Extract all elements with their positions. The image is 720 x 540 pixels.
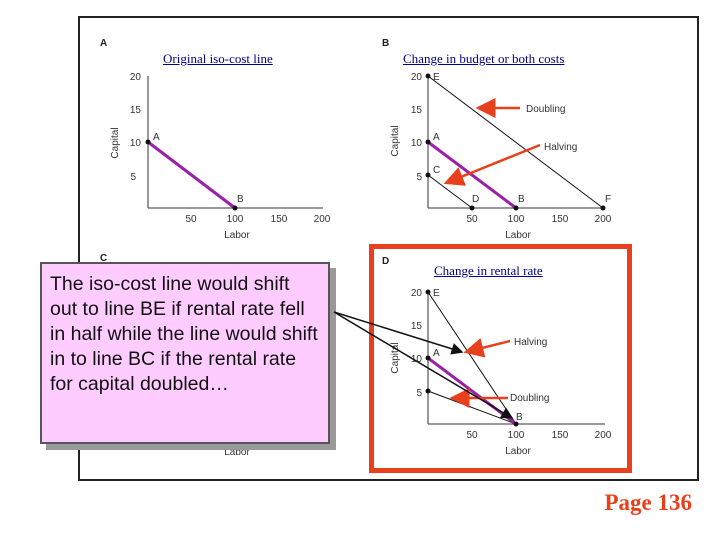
pointer-arrow-to-be	[333, 311, 464, 355]
panel-d-point-e	[425, 289, 431, 295]
panel-d-point-a	[425, 355, 431, 361]
panel-b-xtick-100: 100	[508, 214, 525, 225]
panel-b-ytick-15: 15	[411, 105, 423, 116]
panel-b-point-b	[513, 205, 519, 211]
panel-d-halving-arrow	[463, 338, 511, 358]
panel-a-xtick-50: 50	[185, 214, 197, 225]
panel-b-line-ef	[427, 75, 604, 209]
panel-b-point-f	[600, 205, 606, 211]
panel-d-point-c	[425, 388, 431, 394]
panel-a-ylabel: Capital	[110, 127, 121, 158]
panel-a-ytick-20: 20	[130, 72, 142, 83]
panel-b-isocost-line	[427, 140, 517, 210]
panel-a-xlabel: Labor	[224, 230, 250, 241]
panel-d-label-a: A	[433, 348, 440, 359]
panel-a-isocost-line	[147, 140, 236, 210]
panel-d-label-e: E	[433, 288, 440, 299]
panel-b-halving-label: Halving	[544, 142, 577, 153]
panel-a-point-a	[145, 139, 151, 145]
panel-b-label-c: C	[433, 165, 440, 176]
panel-d-ytick-5: 5	[416, 388, 422, 399]
panel-a-label-a: A	[153, 132, 160, 143]
panel-d-xtick-150: 150	[552, 430, 569, 441]
panel-b-point-a	[425, 139, 431, 145]
panel-c-xlabel: Labor	[224, 447, 250, 458]
panel-a-ytick-5: 5	[130, 172, 136, 183]
panel-d-highlight-box	[369, 244, 632, 473]
panel-b-xtick-50: 50	[466, 214, 478, 225]
panel-d-label-b: B	[516, 412, 523, 423]
panel-b-point-d	[469, 205, 475, 211]
explanation-callout: The iso-cost line would shift out to lin…	[40, 262, 330, 444]
panel-b-title: Change in budget or both costs	[403, 51, 565, 66]
panel-c-letter: C	[100, 253, 108, 264]
panel-b-point-e	[425, 73, 431, 79]
panel-b-line-cd	[427, 174, 473, 209]
panel-b-ytick-10: 10	[411, 138, 423, 149]
panel-d-xtick-200: 200	[595, 430, 612, 441]
panel-b-ytick-5: 5	[416, 172, 422, 183]
panel-d-doubling-label: Doubling	[510, 393, 549, 404]
panel-b-xlabel: Labor	[505, 230, 531, 241]
panel-a-xtick-200: 200	[314, 214, 331, 225]
panel-d-xtick-100: 100	[508, 430, 525, 441]
panel-a-point-b	[232, 205, 238, 211]
panel-a-ytick-15: 15	[130, 105, 142, 116]
panel-b-label-e: E	[433, 72, 440, 83]
panel-d-title: Change in rental rate	[434, 263, 543, 278]
panel-b-xtick-200: 200	[595, 214, 612, 225]
panel-b-letter: B	[382, 38, 390, 49]
panel-a-label-b: B	[237, 194, 244, 205]
panel-b-xtick-150: 150	[552, 214, 569, 225]
panel-b-label-f: F	[605, 194, 611, 205]
panel-d-letter: D	[382, 256, 390, 267]
panel-b-doubling-label: Doubling	[526, 104, 565, 115]
panel-d-halving-label: Halving	[514, 337, 547, 348]
panel-a-xtick-100: 100	[227, 214, 244, 225]
panel-b-point-c	[425, 172, 431, 178]
panel-a-letter: A	[100, 38, 108, 49]
panel-d-point-b	[513, 421, 519, 427]
panel-a-ytick-10: 10	[130, 138, 142, 149]
pointer-arrow-to-bc	[333, 311, 514, 419]
panel-b-ytick-20: 20	[411, 72, 423, 83]
page-number: Page 136	[604, 490, 692, 515]
panel-a-title: Original iso-cost line	[163, 51, 273, 66]
panel-b-ylabel: Capital	[390, 125, 401, 156]
panel-d-xtick-50: 50	[466, 430, 478, 441]
panel-b-label-a: A	[433, 132, 440, 143]
panel-d-ytick-10: 10	[411, 354, 423, 365]
panel-d-ytick-15: 15	[411, 321, 423, 332]
panel-b-label-b: B	[518, 194, 525, 205]
panel-d-ylabel: Capital	[390, 342, 401, 373]
panel-b-halving-arrow	[443, 143, 541, 186]
panel-d-line-be	[427, 291, 517, 425]
panel-a-xtick-150: 150	[271, 214, 288, 225]
panel-b-label-d: D	[472, 194, 479, 205]
callout-text: The iso-cost line would shift out to lin…	[50, 273, 318, 395]
panel-d-ytick-20: 20	[411, 288, 423, 299]
panel-d-xlabel: Labor	[505, 446, 531, 457]
